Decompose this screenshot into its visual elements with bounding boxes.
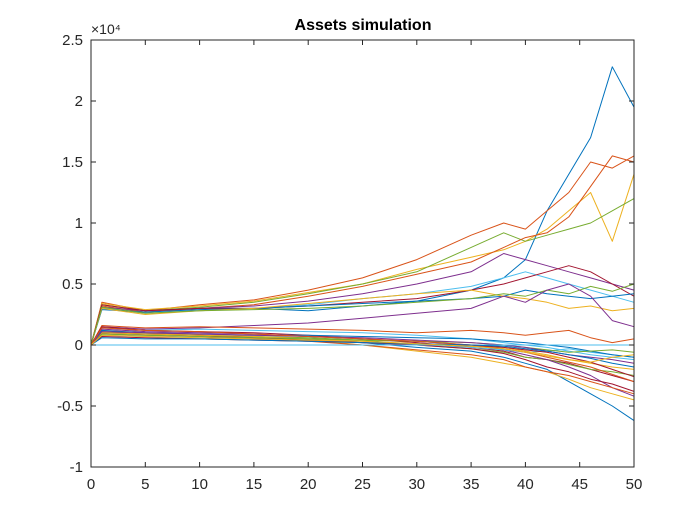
chart-title: Assets simulation	[295, 17, 432, 34]
tick-layer: 0 5 10 15 20 25 30 35 40 45 50 -1 -0.5 0 0.5 1 1.5 2 2.5	[57, 32, 642, 493]
y-tick-label-4: 1	[75, 215, 83, 232]
y-tick-label-6: 2	[75, 93, 83, 110]
x-tick-label-0: 0	[87, 476, 95, 493]
x-tick-label-6: 30	[408, 476, 425, 493]
series-line-30	[90, 337, 635, 368]
series-line-17	[90, 329, 635, 401]
series-line-31	[90, 334, 635, 363]
x-tick-label-3: 15	[246, 476, 263, 493]
plot-area	[91, 40, 634, 467]
y-exponent-label: ×10⁴	[91, 21, 121, 37]
y-tick-label-7: 2.5	[62, 32, 83, 49]
series-line-26	[90, 331, 635, 364]
series-line-4	[90, 198, 635, 346]
x-tick-label-8: 40	[517, 476, 534, 493]
x-tick-label-5: 25	[354, 476, 371, 493]
x-tick-label-10: 50	[626, 476, 643, 493]
series-line-27	[90, 327, 635, 383]
y-tick-label-1: -0.5	[57, 398, 83, 415]
x-tick-label-9: 45	[571, 476, 588, 493]
series-line-14	[90, 327, 635, 361]
x-tick-label-7: 35	[463, 476, 480, 493]
series-layer	[90, 66, 635, 422]
y-tick-label-3: 0.5	[62, 276, 83, 293]
series-line-9	[90, 289, 635, 346]
x-tick-label-1: 5	[141, 476, 149, 493]
series-line-12	[90, 283, 635, 346]
series-line-5	[90, 155, 635, 346]
series-line-13	[90, 325, 635, 346]
x-tick-label-4: 20	[300, 476, 317, 493]
y-tick-label-5: 1.5	[62, 154, 83, 171]
series-line-25	[90, 333, 635, 353]
series-line-10	[90, 289, 635, 346]
series-line-8	[90, 265, 635, 346]
y-tick-label-2: 0	[75, 337, 83, 354]
y-tick-label-0: -1	[70, 459, 83, 476]
x-tick-label-2: 10	[191, 476, 208, 493]
